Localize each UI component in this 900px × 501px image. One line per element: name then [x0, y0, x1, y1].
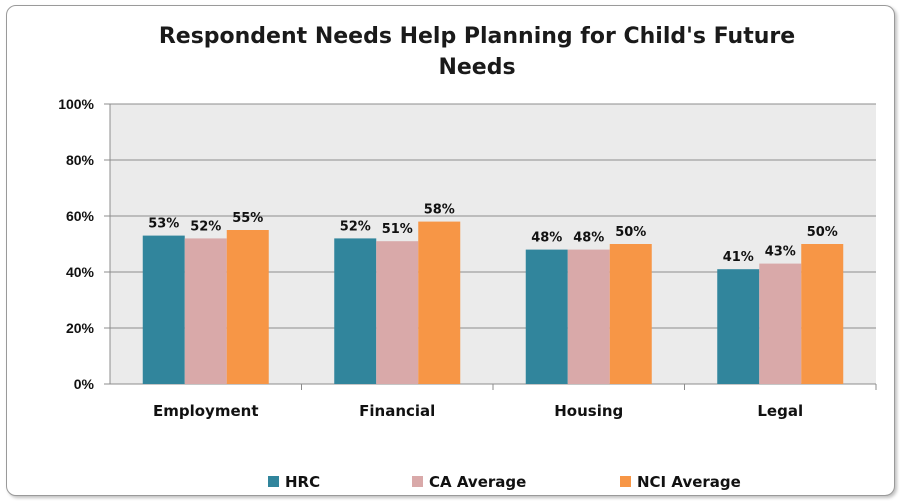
bar-hrc-housing [525, 249, 568, 384]
data-label: 52% [190, 219, 221, 234]
y-tick-label: 20% [66, 320, 95, 336]
data-label: 50% [807, 225, 838, 240]
bar-ca-average-financial [376, 241, 419, 384]
y-tick-label: 0% [74, 376, 95, 392]
y-tick-label: 80% [66, 152, 95, 168]
y-tick-label: 40% [66, 264, 95, 280]
x-category-label: Legal [757, 402, 803, 420]
data-label: 48% [531, 231, 562, 246]
bar-hrc-employment [142, 235, 185, 384]
x-category-label: Financial [359, 402, 435, 420]
bar-hrc-financial [334, 238, 377, 384]
bar-nci-average-financial [418, 221, 461, 384]
y-tick-label: 100% [58, 96, 94, 112]
bar-hrc-legal [717, 269, 760, 384]
chart-title-line-2: Needs [438, 55, 515, 80]
data-label: 51% [382, 222, 413, 237]
legend: HRC CA Average NCI Average [268, 473, 741, 491]
data-label: 55% [232, 211, 263, 226]
x-category-label: Employment [153, 402, 259, 420]
y-tick-label: 60% [66, 208, 95, 224]
bar-ca-average-employment [184, 238, 227, 384]
legend-swatch-nci-average [620, 476, 631, 487]
bar-nci-average-housing [609, 244, 652, 384]
bar-nci-average-employment [226, 230, 269, 384]
chart-title-line-1: Respondent Needs Help Planning for Child… [159, 24, 795, 49]
data-label: 41% [723, 250, 754, 265]
x-category-label: Housing [554, 402, 623, 420]
data-label: 43% [765, 245, 796, 260]
bar-nci-average-legal [801, 244, 844, 384]
legend-swatch-ca-average [412, 476, 423, 487]
data-label: 52% [340, 219, 371, 234]
legend-label-hrc: HRC [285, 473, 320, 491]
legend-label-ca-average: CA Average [429, 473, 526, 491]
plot-area: 0% 20% 40% 60% 80% 100% 53% 52% 55% Employment 52%… [58, 96, 877, 420]
data-label: 48% [573, 231, 604, 246]
legend-label-nci-average: NCI Average [637, 473, 741, 491]
data-label: 50% [615, 225, 646, 240]
bar-ca-average-housing [567, 249, 610, 384]
legend-swatch-hrc [268, 476, 279, 487]
bar-ca-average-legal [759, 263, 802, 384]
data-label: 58% [424, 203, 455, 218]
data-label: 53% [148, 217, 179, 232]
